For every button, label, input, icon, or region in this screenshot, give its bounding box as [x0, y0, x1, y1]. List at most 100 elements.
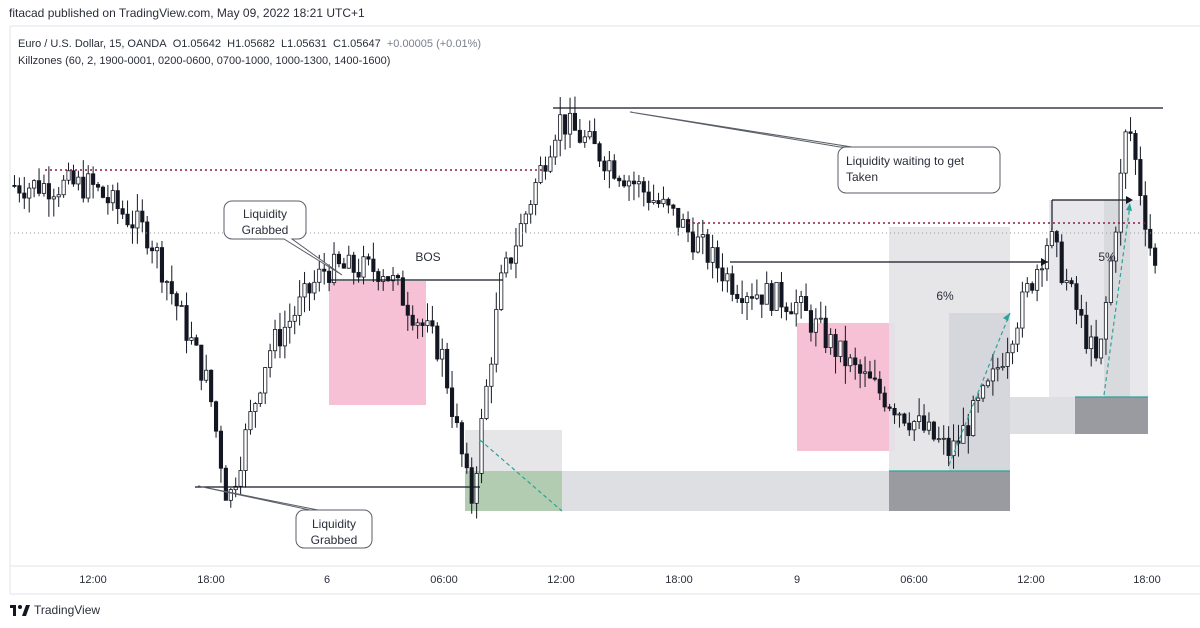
candle-bearish: [430, 320, 435, 327]
candle-bearish: [921, 415, 927, 431]
candle-bullish: [917, 415, 922, 422]
candle-bearish: [125, 213, 130, 226]
candle-bearish: [543, 165, 548, 172]
candle-bearish: [646, 191, 651, 203]
candle-bullish: [282, 326, 287, 347]
candle-bullish: [1035, 269, 1040, 291]
candle-bullish: [86, 173, 91, 199]
candle-bullish: [415, 322, 420, 326]
candle-bullish: [479, 418, 484, 474]
candle-bullish: [661, 198, 666, 205]
candle-bullish: [1039, 268, 1045, 271]
candle-bearish: [789, 311, 794, 315]
candle-bearish: [749, 296, 755, 299]
symbol-title[interactable]: Euro / U.S. Dollar, 15, OANDA: [18, 38, 167, 50]
candle-bearish: [508, 257, 514, 264]
x-tick-label: 06:00: [430, 574, 458, 586]
pct-5-label: 5%: [1098, 250, 1116, 264]
candle-bearish: [759, 294, 764, 305]
candle-bullish: [61, 179, 66, 196]
candle-bullish: [548, 156, 553, 172]
x-tick-label: 9: [794, 574, 800, 586]
candle-bearish: [36, 180, 42, 194]
candle-bearish: [223, 467, 228, 501]
callout-text-top-1: Liquidity: [243, 207, 287, 221]
candle-bullish: [263, 367, 268, 394]
candle-bullish: [695, 236, 700, 253]
candle-bearish: [666, 198, 671, 206]
candle-bearish: [946, 437, 951, 456]
candle-bearish: [194, 337, 199, 346]
candle-bearish: [853, 357, 858, 366]
candle-bearish: [336, 253, 342, 265]
candle-bullish: [951, 440, 956, 456]
candle-bullish: [538, 165, 543, 183]
candle-bearish: [351, 254, 356, 273]
candle-bearish: [617, 177, 622, 182]
candle-bearish: [671, 204, 676, 209]
candle-bearish: [641, 181, 646, 193]
indicator-label[interactable]: Killzones (60, 2, 1900-0001, 0200-0600, …: [18, 55, 391, 67]
x-tick-label: 6: [324, 574, 330, 586]
candle-bearish: [71, 170, 76, 185]
x-tick-label: 06:00: [900, 574, 928, 586]
candle-bullish: [499, 272, 504, 310]
candle-bearish: [1084, 314, 1089, 350]
candle-bullish: [971, 400, 976, 437]
candle-bullish: [51, 196, 56, 200]
candle-bearish: [769, 283, 774, 311]
candle-bearish: [1133, 133, 1138, 160]
candle-bearish: [1138, 159, 1143, 197]
candle-bearish: [327, 270, 332, 283]
callout-text-top-2: Grabbed: [242, 223, 289, 237]
candle-bullish: [1064, 280, 1069, 283]
candle-bearish: [420, 322, 425, 326]
candle-bearish: [966, 425, 971, 437]
candle-bullish: [272, 329, 278, 352]
candle-bullish: [66, 170, 71, 181]
callout-text-bottom-1: Liquidity: [312, 517, 356, 531]
teal-dashed-5pct: [1103, 204, 1131, 396]
candle-bearish: [784, 306, 789, 313]
candle-bearish: [95, 184, 101, 188]
candle-bullish: [361, 256, 366, 278]
candle-bullish: [297, 296, 302, 316]
candle-bullish: [1089, 336, 1094, 350]
candle-bearish: [12, 184, 17, 187]
candle-bearish: [120, 208, 125, 215]
dark-grey-block-right: [1075, 397, 1148, 434]
candle-bearish: [449, 387, 455, 417]
candle-bearish: [115, 190, 120, 210]
candle-bullish: [238, 470, 243, 487]
candle-bearish: [779, 281, 784, 308]
candle-bearish: [22, 192, 27, 199]
candle-bullish: [985, 380, 991, 387]
pink-zone-left: [329, 281, 426, 405]
candle-bullish: [258, 392, 263, 404]
candle-bullish: [636, 181, 641, 185]
candle-bearish: [656, 200, 661, 205]
brand-footer[interactable]: TradingView: [10, 603, 100, 617]
candle-bearish: [199, 344, 204, 381]
candle-bullish: [681, 219, 686, 228]
candle-bullish: [990, 368, 995, 382]
ohlc-close: C1.05647: [333, 38, 381, 50]
candle-bearish: [454, 416, 460, 424]
candle-bullish: [744, 296, 750, 303]
candle-bullish: [32, 180, 37, 189]
candle-bearish: [81, 176, 86, 199]
candle-bearish: [1128, 131, 1133, 134]
candle-bearish: [843, 340, 848, 367]
candle-bearish: [184, 305, 189, 341]
candle-bullish: [1113, 231, 1118, 262]
candle-bullish: [1000, 366, 1005, 369]
candle-bearish: [307, 283, 312, 294]
candle-bearish: [1030, 283, 1035, 291]
candle-bullish: [976, 397, 981, 401]
candle-bullish: [774, 281, 779, 311]
candle-bearish: [867, 371, 873, 379]
candle-bullish: [626, 180, 632, 187]
candle-bullish: [268, 350, 273, 368]
